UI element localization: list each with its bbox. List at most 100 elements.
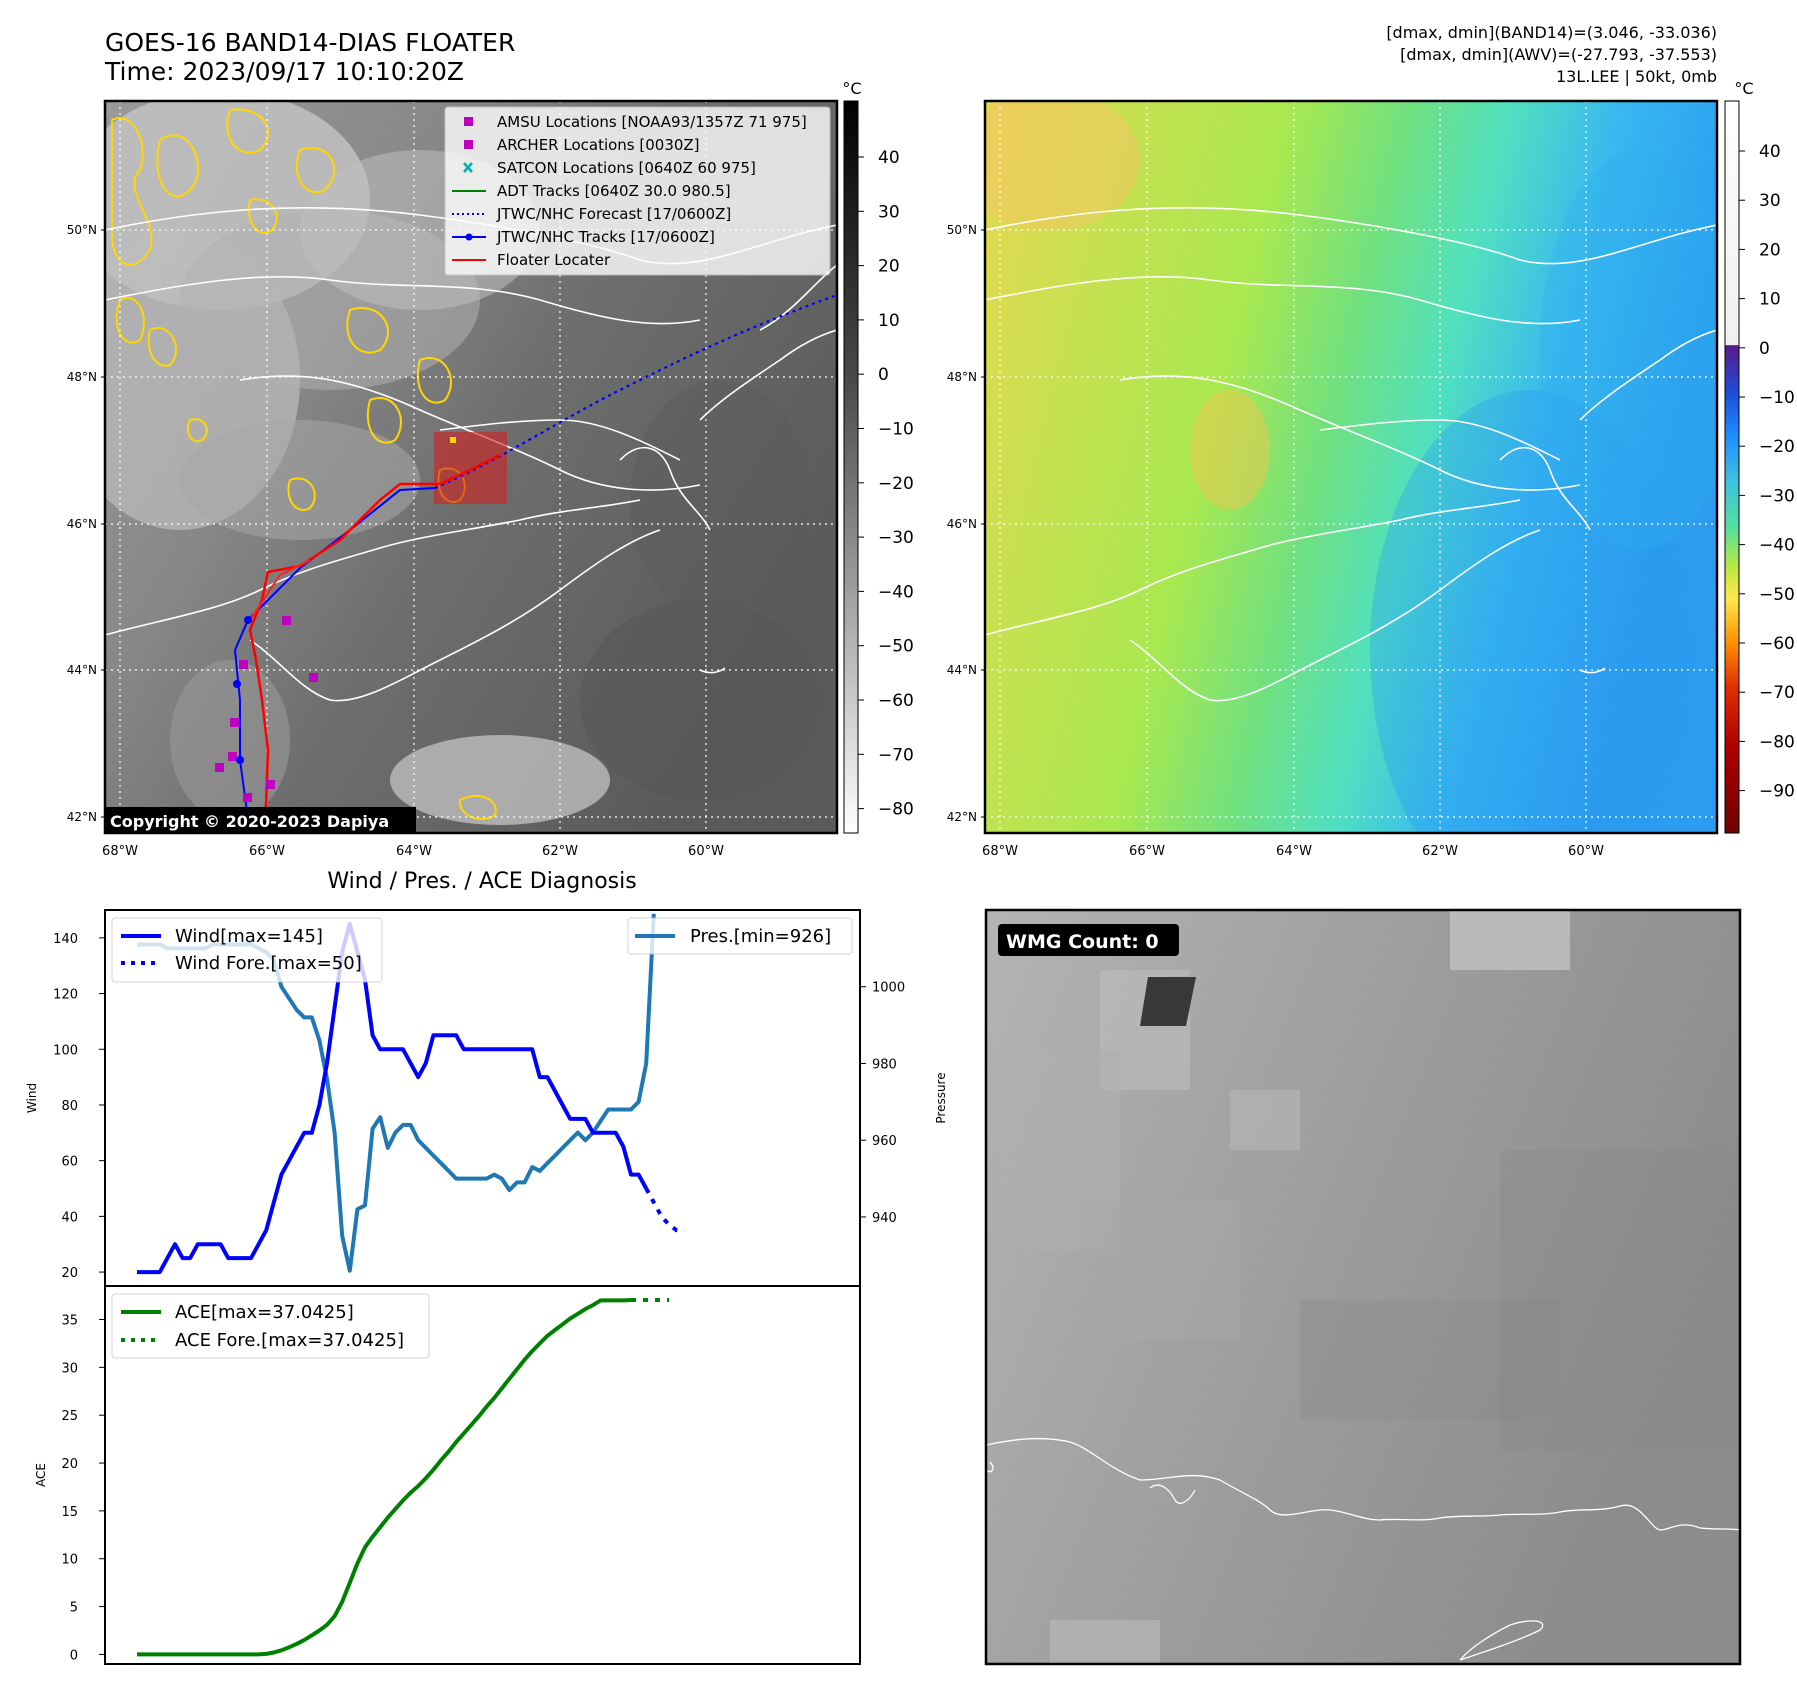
lat-label: 50°N <box>67 223 97 237</box>
ace-legend: ACE[max=37.0425] ACE Fore.[max=37.0425] <box>111 1293 430 1359</box>
legend-wind-fore: Wind Fore.[max=50] <box>175 953 362 974</box>
awv-coastlines <box>985 206 1717 702</box>
dmax-awv-label: [dmax, dmin](AWV)=(-27.793, -37.553) <box>1400 45 1717 64</box>
legend-symbol <box>464 117 473 126</box>
lat-label: 42°N <box>947 810 977 824</box>
pressure-y-label: Pressure <box>934 1072 948 1123</box>
ace-tick: 20 <box>61 1457 78 1472</box>
diagnosis-panel: Wind / Pres. / ACE Diagnosis 14012010080… <box>25 869 948 1665</box>
legend-entry: ADT Tracks [0640Z 30.0 980.5] <box>497 182 731 200</box>
wind-tick: 100 <box>53 1043 78 1058</box>
legend-entry: Floater Locater <box>497 251 611 269</box>
legend-entry: SATCON Locations [0640Z 60 975] <box>497 159 756 177</box>
floater-box <box>434 432 507 504</box>
legend-symbol <box>464 140 473 149</box>
lon-label: 64°W <box>396 844 432 859</box>
ace-tick: 35 <box>61 1313 78 1328</box>
colorbar-tick: 30 <box>878 202 900 222</box>
wind-tick: 80 <box>61 1099 78 1114</box>
awv-gridlines <box>985 101 1717 833</box>
awv-colorbar-ticks: 40 30 20 10 0 −10 −20 −30 −40 −50 −60 −70 −80 −90 <box>1739 142 1795 802</box>
wmg-count-label: WMG Count: 0 <box>1006 931 1159 953</box>
lon-label: 60°W <box>688 844 724 859</box>
lon-label: 62°W <box>542 844 578 859</box>
colorbar-tick: 30 <box>1759 191 1781 211</box>
colorbar-tick: 0 <box>878 365 889 385</box>
legend-symbol <box>463 162 473 173</box>
copyright-box: Copyright © 2020-2023 Dapiya <box>104 807 416 834</box>
legend-entry: AMSU Locations [NOAA93/1357Z 71 975] <box>497 113 807 131</box>
colorbar-tick: −40 <box>1759 536 1795 556</box>
ir-colorbar-ticks: 40 30 20 10 0 −10 −20 −30 −40 −50 −60 −70 −80 <box>858 148 914 820</box>
colorbar-tick: −70 <box>878 745 914 765</box>
colorbar-tick: −50 <box>1759 585 1795 605</box>
ace-line <box>137 1298 632 1657</box>
lon-label: 64°W <box>1276 844 1312 859</box>
awv-colorbar <box>1724 100 1740 834</box>
legend-entry: ARCHER Locations [0030Z] <box>497 136 700 154</box>
awv-lon-labels: 68°W 66°W 64°W 62°W 60°W <box>982 844 1604 859</box>
awv-map-panel: 50°N 48°N 46°N 44°N 42°N 68°W 66°W 64°W 62°W 60°… <box>947 79 1795 859</box>
lon-label: 66°W <box>249 844 285 859</box>
wind-tick: 60 <box>61 1155 78 1170</box>
dmax-band14-label: [dmax, dmin](BAND14)=(3.046, -33.036) <box>1386 23 1717 42</box>
colorbar-tick: 20 <box>1759 240 1781 260</box>
ir-map-panel: AMSU Locations [NOAA93/1357Z 71 975] ARCH… <box>67 79 914 859</box>
colorbar-tick: 40 <box>878 148 900 168</box>
ir-lon-labels: 68°W 66°W 64°W 62°W 60°W <box>102 844 724 859</box>
wmg-dark-cell <box>1140 977 1196 1026</box>
colorbar-tick: −80 <box>878 800 914 820</box>
wind-y-ticks: 140 120 100 80 60 40 20 <box>53 932 105 1281</box>
ir-cloud-field <box>105 101 837 833</box>
colorbar-tick: −90 <box>1759 782 1795 802</box>
awv-field-detail <box>985 101 1717 833</box>
ace-y-ticks: 35 30 25 20 15 10 5 0 <box>61 1313 105 1663</box>
diagnosis-title: Wind / Pres. / ACE Diagnosis <box>327 869 636 894</box>
colorbar-tick: −80 <box>1759 732 1795 752</box>
awv-colorbar-unit: °C <box>1734 79 1753 98</box>
ace-tick: 10 <box>61 1553 78 1568</box>
wind-forecast-line <box>644 1187 685 1233</box>
colorbar-tick: −60 <box>878 691 914 711</box>
ir-map-frame <box>103 99 839 835</box>
lat-label: 46°N <box>947 517 977 531</box>
adt-track <box>249 559 311 621</box>
ace-tick: 5 <box>70 1601 78 1616</box>
lat-label: 42°N <box>67 810 97 824</box>
pressure-tick: 960 <box>872 1134 897 1149</box>
pressure-tick: 940 <box>872 1211 897 1226</box>
legend-symbol <box>452 233 486 241</box>
colorbar-tick: 20 <box>878 257 900 277</box>
ace-tick: 15 <box>61 1505 78 1520</box>
colorbar-tick: −30 <box>1759 486 1795 506</box>
amsu-markers <box>215 616 318 802</box>
wind-tick: 120 <box>53 988 78 1003</box>
legend-ace: ACE[max=37.0425] <box>175 1302 354 1323</box>
ace-tick: 0 <box>70 1648 78 1663</box>
lat-label: 44°N <box>67 663 97 677</box>
figure-title-line2: Time: 2023/09/17 10:10:20Z <box>104 57 464 86</box>
lat-label: 44°N <box>947 663 977 677</box>
figure-title-line1: GOES-16 BAND14-DIAS FLOATER <box>105 28 515 57</box>
colorbar-tick: 10 <box>1759 290 1781 310</box>
legend-pressure: Pres.[min=926] <box>690 926 831 947</box>
colorbar-tick: −10 <box>1759 388 1795 408</box>
lat-label: 46°N <box>67 517 97 531</box>
ir-lat-labels: 50°N 48°N 46°N 44°N 42°N <box>67 223 105 824</box>
ace-tick: 30 <box>61 1361 78 1376</box>
legend-entry: JTWC/NHC Tracks [17/0600Z] <box>496 228 715 246</box>
colorbar-tick: −30 <box>878 528 914 548</box>
copyright-label: Copyright © 2020-2023 Dapiya <box>110 812 389 831</box>
colorbar-tick: 40 <box>1759 142 1781 162</box>
wind-y-label: Wind <box>25 1083 39 1113</box>
lat-label: 48°N <box>67 370 97 384</box>
ir-colorbar-unit: °C <box>842 79 861 98</box>
lon-label: 62°W <box>1422 844 1458 859</box>
awv-map-frame <box>983 99 1719 835</box>
ir-legend: AMSU Locations [NOAA93/1357Z 71 975] ARCH… <box>444 106 831 276</box>
colorbar-tick: −50 <box>878 637 914 657</box>
pressure-legend: Pres.[min=926] <box>627 917 853 955</box>
wind-tick: 140 <box>53 932 78 947</box>
lat-label: 50°N <box>947 223 977 237</box>
colorbar-tick: −10 <box>878 420 914 440</box>
